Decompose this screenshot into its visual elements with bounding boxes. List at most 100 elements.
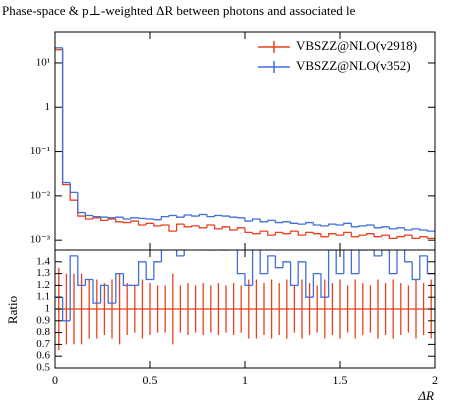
y-tick-label: 1.2 — [36, 279, 50, 291]
y-tick-label: 0.9 — [36, 314, 50, 326]
main-plot — [55, 47, 435, 239]
histogram-step — [191, 215, 200, 217]
histogram-step — [343, 222, 352, 226]
histogram-step — [327, 223, 337, 226]
histogram-step — [297, 261, 306, 286]
y-tick-label: 1.3 — [36, 267, 50, 279]
histogram-step — [115, 272, 124, 304]
histogram-step — [236, 250, 245, 275]
histogram-step — [251, 232, 261, 235]
histogram-step — [183, 224, 192, 228]
histogram-step — [169, 238, 177, 244]
histogram-step — [92, 217, 101, 220]
histogram-step — [244, 227, 253, 234]
histogram-step — [305, 221, 314, 225]
histogram-step — [267, 231, 276, 236]
histogram-step — [236, 227, 245, 230]
histogram-step — [230, 244, 238, 250]
histogram-step — [312, 232, 321, 235]
histogram-step — [426, 255, 435, 275]
histogram-step — [289, 261, 299, 287]
y-tick-label: 0.5 — [36, 362, 50, 374]
histogram-step — [175, 223, 185, 232]
histogram-step — [115, 219, 124, 223]
histogram-step — [426, 236, 435, 239]
histogram-step — [153, 261, 162, 280]
histogram-step — [396, 227, 405, 229]
y-tick-label: 0.8 — [36, 326, 50, 338]
histogram-step — [175, 250, 185, 257]
histogram-step — [160, 224, 169, 226]
histogram-step — [130, 220, 139, 223]
histogram-step — [221, 215, 230, 217]
histogram-step — [215, 238, 223, 250]
histogram-step — [373, 250, 382, 257]
histogram-step — [236, 217, 245, 219]
histogram-step — [350, 232, 359, 238]
histogram-step — [107, 217, 116, 219]
y-tick-label: 1 — [45, 101, 51, 113]
histogram-step — [229, 226, 238, 231]
histogram-step — [84, 212, 93, 217]
histogram-step — [213, 225, 223, 230]
histogram-step — [358, 234, 367, 237]
histogram-step — [335, 250, 344, 275]
histogram-step — [388, 226, 397, 230]
histogram-step — [137, 221, 147, 226]
histogram-step — [327, 233, 337, 237]
histogram-step — [175, 215, 185, 218]
histogram-step — [411, 261, 420, 281]
x-tick-label: 1.5 — [333, 373, 348, 387]
histogram-step — [160, 250, 163, 262]
y-tick-label: 10¹ — [36, 56, 50, 68]
histogram-step — [206, 224, 215, 228]
histogram-step — [305, 231, 314, 236]
y-tick-label: 10⁻¹ — [30, 145, 50, 157]
histogram-step — [327, 250, 337, 298]
histogram-step — [381, 250, 390, 256]
histogram-step — [350, 250, 359, 275]
histogram-step — [343, 231, 352, 236]
histogram-step — [320, 225, 329, 227]
y-tick-label: 1.1 — [36, 291, 50, 303]
histogram-step — [282, 261, 291, 268]
histogram-step — [145, 218, 154, 220]
histogram-step — [168, 214, 177, 217]
histogram-step — [297, 231, 306, 236]
histogram-step — [145, 222, 154, 226]
y-axis-label: Ratio — [5, 296, 20, 324]
ratio-plot — [55, 238, 435, 351]
histogram-step — [206, 214, 215, 218]
histogram-step — [320, 273, 329, 298]
histogram-step — [403, 250, 413, 263]
y-tick-label: 0.6 — [36, 350, 50, 362]
histogram-step — [419, 255, 428, 280]
y-tick-label: 0.7 — [36, 338, 50, 350]
legend-label: VBSZZ@NLO(v352) — [296, 58, 411, 73]
histogram-step — [92, 215, 101, 218]
histogram-step — [221, 250, 230, 251]
histogram-step — [343, 250, 345, 274]
histogram-step — [365, 233, 375, 236]
histogram-step — [403, 227, 413, 231]
histogram-step — [77, 192, 86, 214]
histogram-step — [92, 279, 101, 304]
histogram-step — [335, 233, 344, 236]
histogram-step — [312, 222, 321, 226]
histogram-step — [69, 255, 78, 321]
y-tick-label: 10⁻³ — [30, 234, 51, 246]
histogram-step — [115, 216, 124, 218]
histogram-step — [396, 236, 405, 239]
legend-label: VBSZZ@NLO(v2918) — [296, 38, 417, 53]
histogram-step — [199, 238, 207, 244]
y-tick-label: 1 — [45, 303, 51, 315]
histogram-step — [107, 218, 116, 221]
histogram-step — [274, 255, 283, 269]
histogram-step — [267, 255, 276, 274]
histogram-step — [267, 219, 276, 222]
chart-title: Phase-space & p⊥-weighted ΔR between pho… — [2, 3, 356, 18]
histogram-step — [61, 297, 71, 322]
histogram-step — [77, 200, 86, 217]
histogram-step — [107, 285, 116, 304]
